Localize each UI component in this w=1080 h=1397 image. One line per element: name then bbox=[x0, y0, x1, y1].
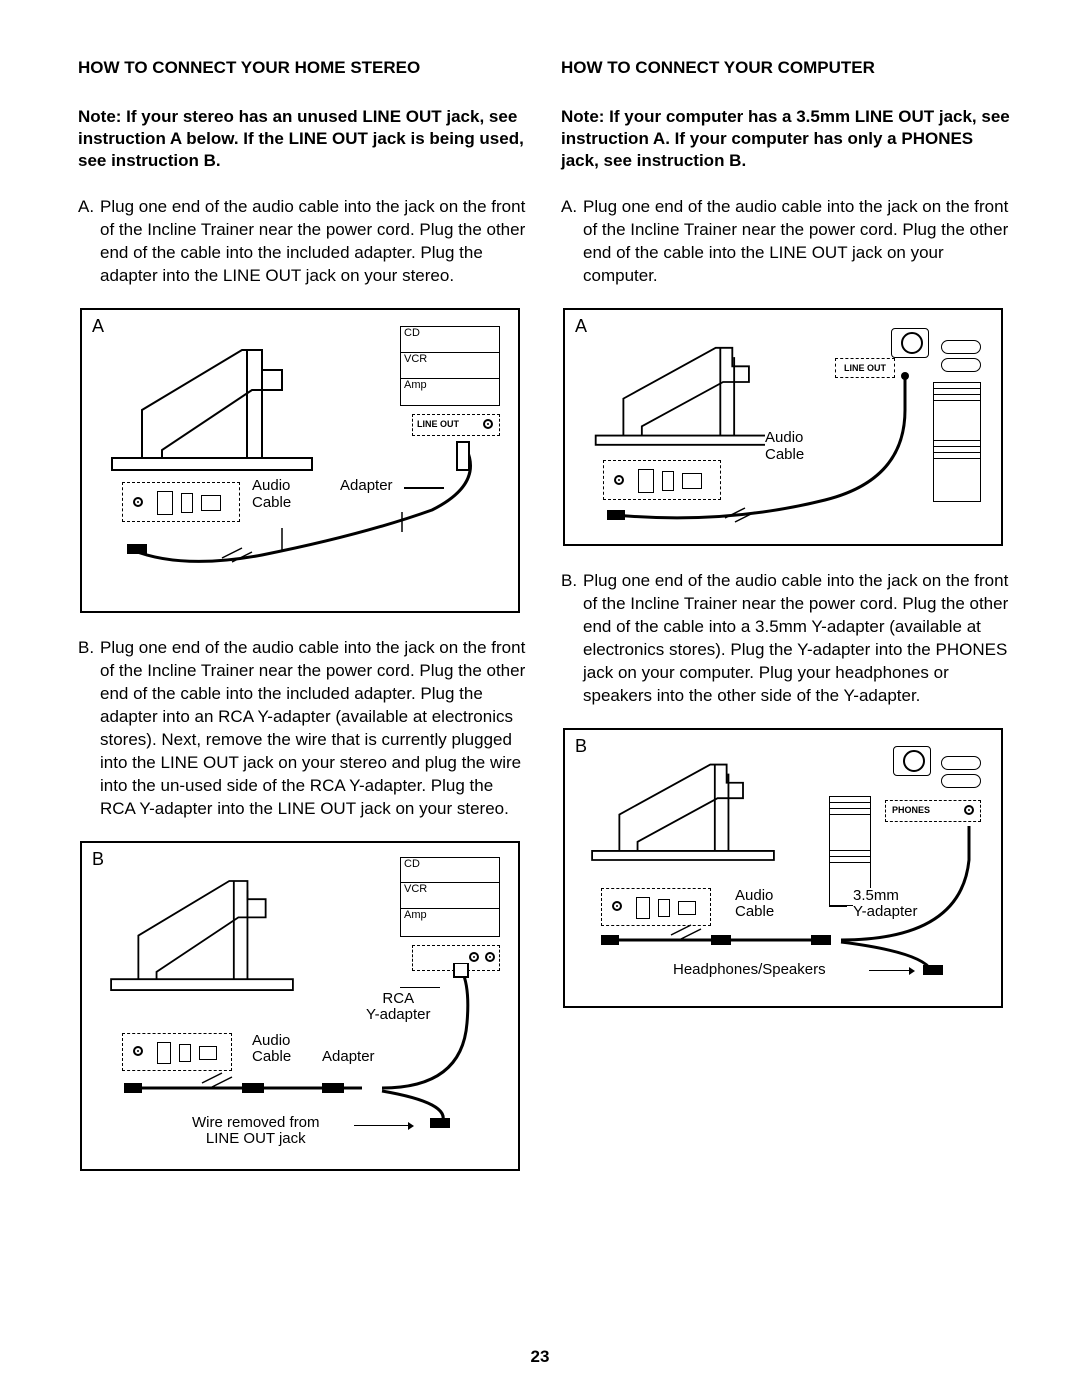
phones-label: PHONES bbox=[892, 805, 930, 815]
cable-icon bbox=[601, 820, 1001, 990]
jack-icon bbox=[964, 805, 974, 815]
stereo-row-label: CD bbox=[404, 327, 420, 339]
right-diagram-b: B PHONES bbox=[563, 728, 1003, 1008]
speaker-icon bbox=[941, 756, 981, 770]
cable-icon bbox=[122, 963, 512, 1133]
speaker-icon bbox=[941, 774, 981, 788]
stereo-stack: CD VCR Amp bbox=[400, 857, 500, 937]
stereo-stack: CD VCR Amp bbox=[400, 326, 500, 406]
step-text: Plug one end of the audio cable into the… bbox=[583, 196, 1012, 288]
step-letter: B. bbox=[78, 637, 100, 821]
right-diagram-a: A LINE OUT bbox=[563, 308, 1003, 546]
left-diagram-a: A CD VCR Amp LINE OUT bbox=[80, 308, 520, 613]
step-text: Plug one end of the audio cable into the… bbox=[583, 570, 1012, 708]
stereo-row-label: VCR bbox=[404, 883, 427, 895]
lineout-box: LINE OUT bbox=[412, 414, 500, 436]
phones-box: PHONES bbox=[885, 800, 981, 822]
step-letter: A. bbox=[78, 196, 100, 288]
cable-icon bbox=[122, 440, 502, 580]
stereo-row-label: VCR bbox=[404, 353, 427, 365]
stereo-row-label: CD bbox=[404, 858, 420, 870]
step-letter: B. bbox=[561, 570, 583, 708]
stereo-row-label: Amp bbox=[404, 379, 427, 391]
left-column: HOW TO CONNECT YOUR HOME STEREO Note: If… bbox=[78, 58, 529, 1195]
speaker-icon bbox=[901, 332, 923, 354]
stereo-row-label: Amp bbox=[404, 909, 427, 921]
speaker-icon bbox=[941, 340, 981, 354]
right-title: HOW TO CONNECT YOUR COMPUTER bbox=[561, 58, 1012, 78]
left-diagram-b: B CD VCR Amp RCA Y-adapter Au bbox=[80, 841, 520, 1171]
right-step-a: A. Plug one end of the audio cable into … bbox=[561, 196, 1012, 288]
cable-icon bbox=[605, 370, 965, 530]
right-column: HOW TO CONNECT YOUR COMPUTER Note: If yo… bbox=[561, 58, 1012, 1195]
speaker-icon bbox=[903, 750, 925, 772]
jack-icon bbox=[469, 952, 479, 962]
jack-icon bbox=[483, 419, 493, 429]
left-step-a: A. Plug one end of the audio cable into … bbox=[78, 196, 529, 288]
left-step-b: B. Plug one end of the audio cable into … bbox=[78, 637, 529, 821]
right-step-b: B. Plug one end of the audio cable into … bbox=[561, 570, 1012, 708]
step-letter: A. bbox=[561, 196, 583, 288]
lineout-label: LINE OUT bbox=[417, 419, 459, 429]
jack-icon bbox=[485, 952, 495, 962]
step-text: Plug one end of the audio cable into the… bbox=[100, 196, 529, 288]
right-note: Note: If your computer has a 3.5mm LINE … bbox=[561, 106, 1012, 172]
step-text: Plug one end of the audio cable into the… bbox=[100, 637, 529, 821]
left-note: Note: If your stereo has an unused LINE … bbox=[78, 106, 529, 172]
left-title: HOW TO CONNECT YOUR HOME STEREO bbox=[78, 58, 529, 78]
page-number: 23 bbox=[0, 1347, 1080, 1367]
